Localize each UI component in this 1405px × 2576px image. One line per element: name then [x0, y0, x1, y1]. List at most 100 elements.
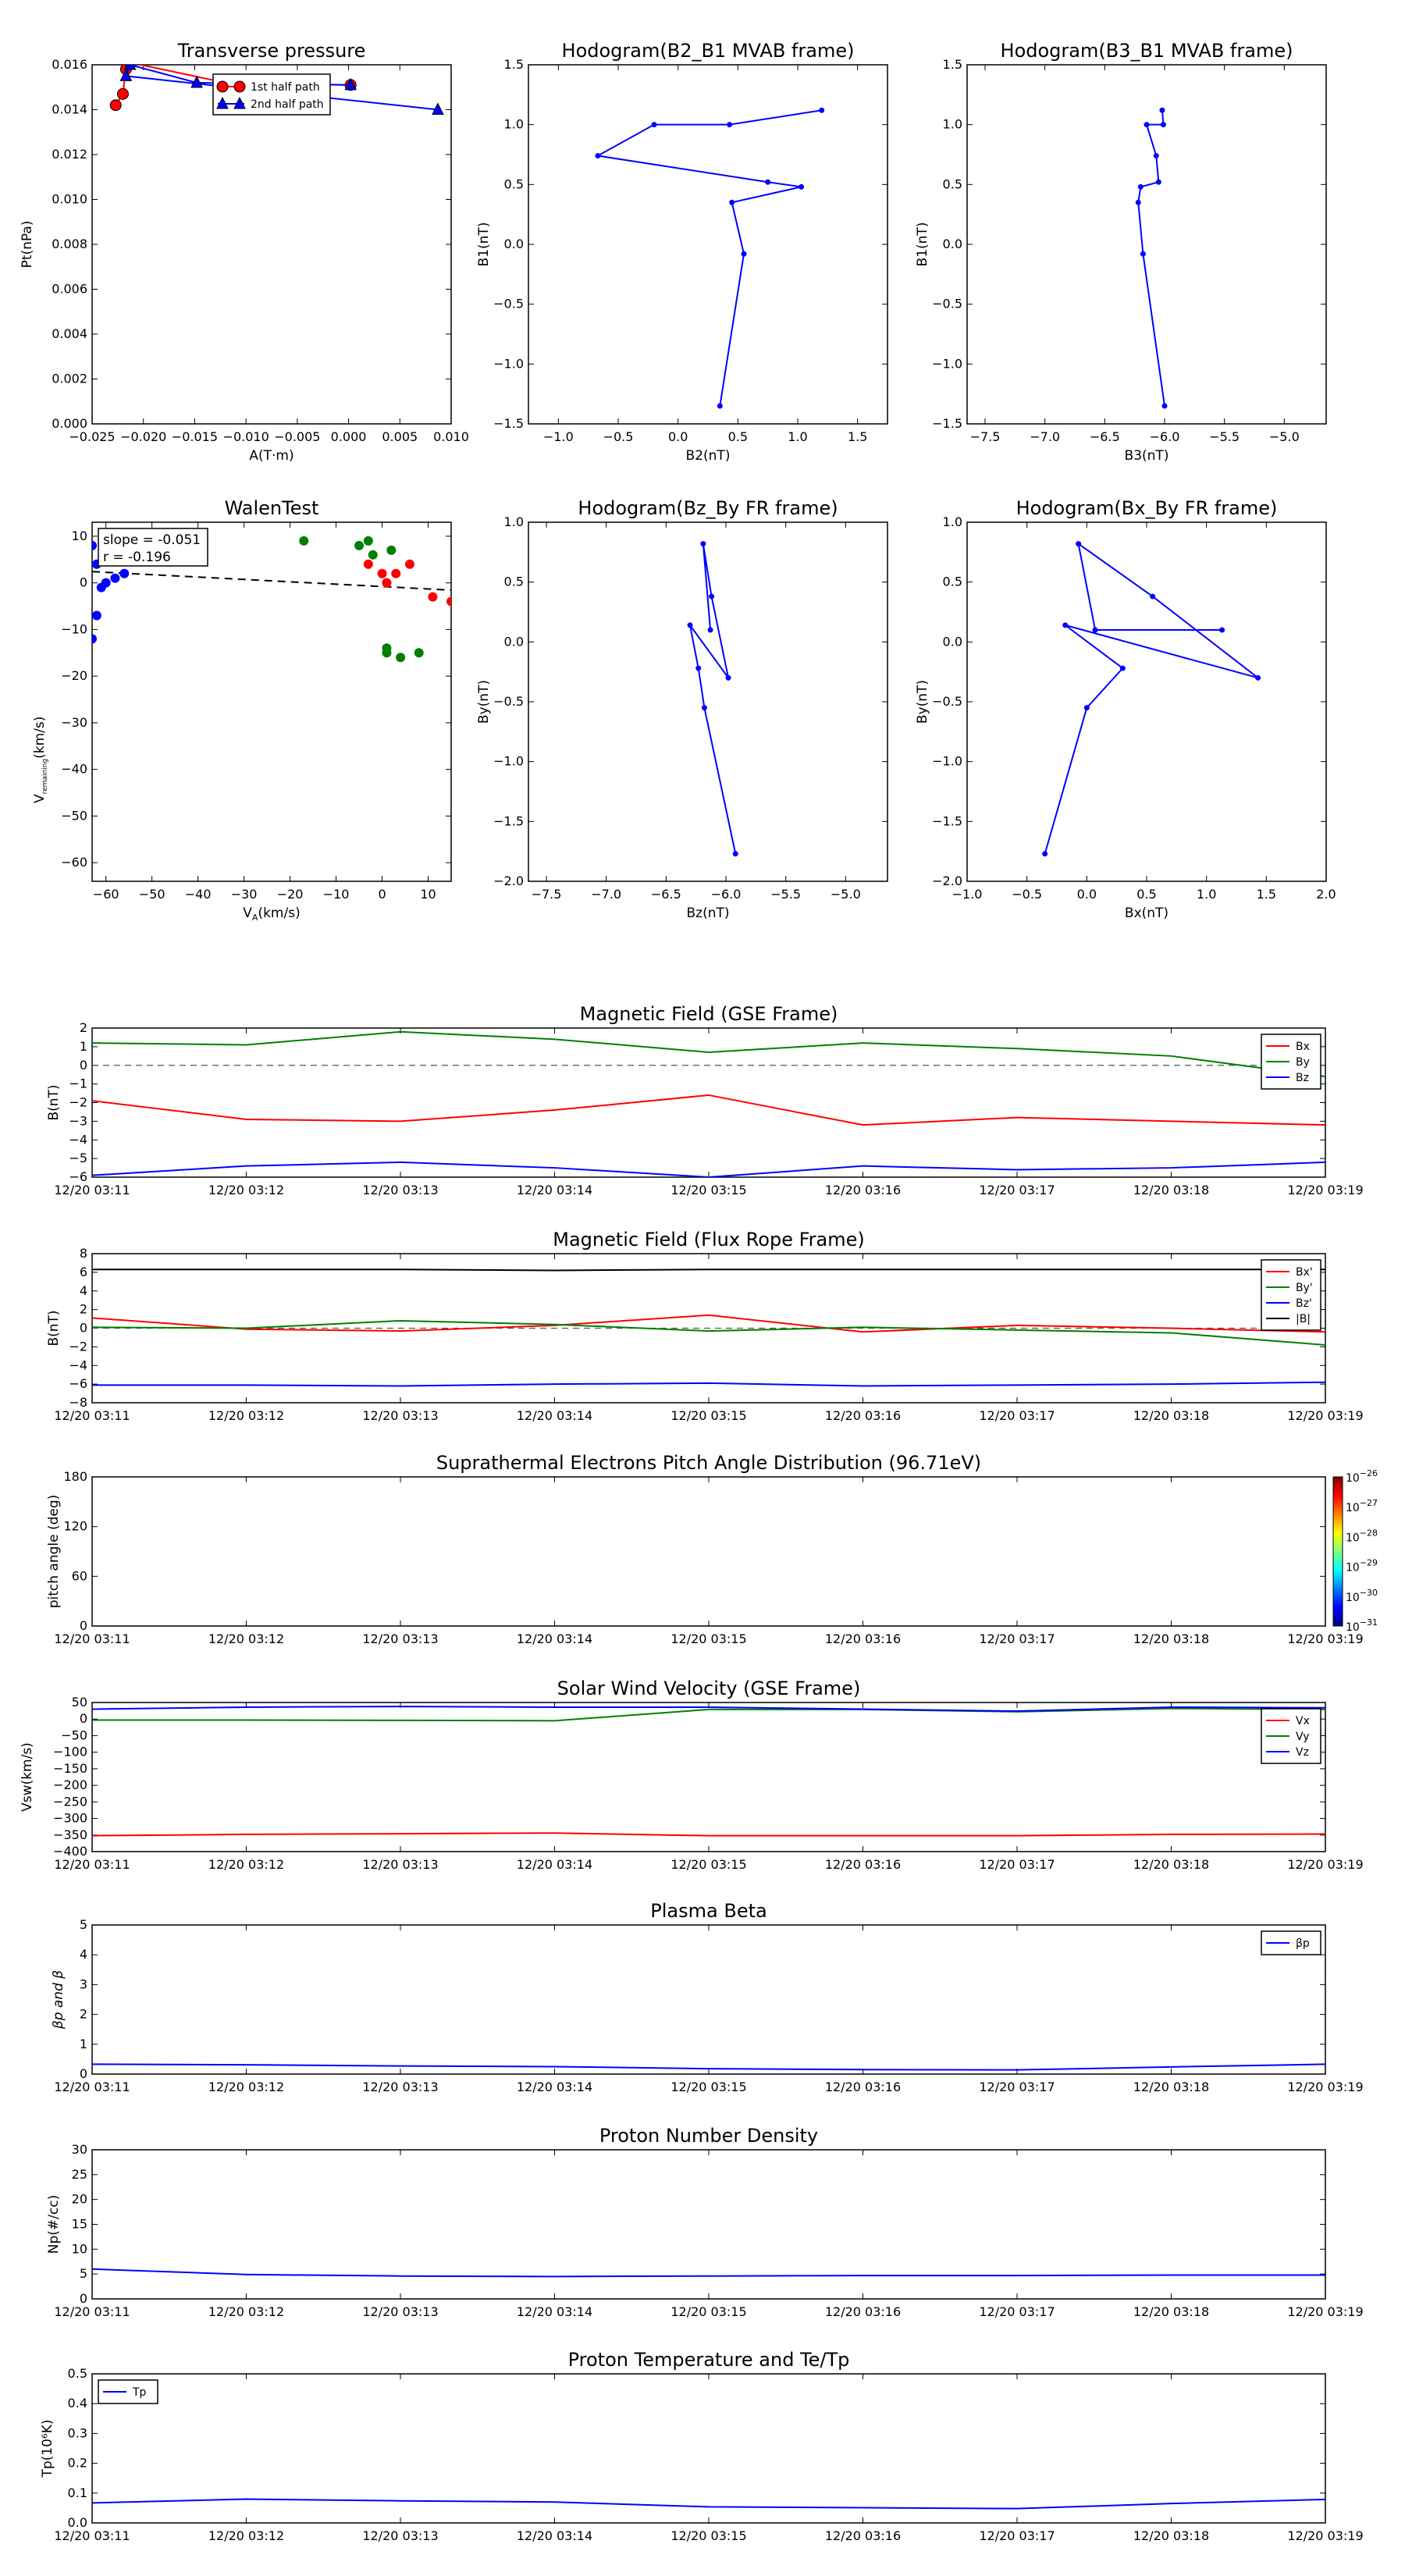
x-tick-label: 1.5: [848, 429, 867, 444]
colorbar-tick-label: 10−30: [1346, 1588, 1378, 1604]
y-tick-label: −6: [69, 1376, 87, 1391]
x-tick-label: 12/20 03:15: [670, 1631, 746, 1646]
y-tick-label: 1: [80, 1039, 87, 1054]
x-axis-label: A(T·m): [249, 448, 293, 464]
x-tick-label: −50: [139, 887, 165, 902]
data-point: [1153, 153, 1159, 159]
y-tick-label: 2: [80, 2007, 87, 2022]
x-tick-label: 12/20 03:16: [825, 2080, 901, 2094]
scatter-point-vy: [299, 535, 309, 546]
x-tick-label: 12/20 03:12: [208, 2080, 284, 2094]
y-tick-label: 4: [80, 1283, 87, 1298]
y-tick-label: −1.5: [493, 416, 524, 431]
y-tick-label: 0.5: [943, 176, 962, 191]
data-point: [1159, 107, 1165, 113]
fit-line: [92, 571, 451, 592]
data-point: [123, 65, 137, 70]
y-tick-label: −1: [69, 1076, 87, 1091]
x-tick-label: 12/20 03:13: [362, 2080, 438, 2094]
data-point: [1137, 183, 1144, 190]
x-tick-label: 1.5: [1257, 887, 1276, 902]
y-tick-label: 0.0: [943, 237, 962, 251]
scatter-point-vy: [363, 535, 373, 546]
chart-title: Hodogram(B3_B1 MVAB frame): [1001, 40, 1293, 62]
x-tick-label: 12/20 03:18: [1133, 1857, 1209, 1872]
plasma-beta-chart: Plasma Beta 12/20 03:11 12/20 03:12 12/20 0…: [51, 1900, 1364, 2094]
x-tick-label: 12/20 03:17: [979, 2528, 1055, 2543]
plot-frame: [91, 521, 452, 882]
data-point: [727, 122, 733, 128]
data-point: [701, 705, 707, 711]
legend-label: Bz: [1296, 1072, 1309, 1084]
x-tick-label: −6.0: [711, 887, 742, 902]
y-tick-label: 10: [72, 2241, 87, 2256]
data-point: [741, 251, 747, 257]
legend-label: Vy: [1296, 1731, 1310, 1743]
plot-area: [92, 1030, 1325, 1177]
x-tick-label: 0.000: [331, 429, 367, 444]
y-tick-label: 1.0: [943, 117, 962, 132]
x-tick-label: −5.0: [1269, 429, 1300, 444]
legend-label: βp: [1296, 1937, 1310, 1950]
data-point: [116, 87, 129, 100]
scatter-point-vz: [92, 540, 97, 550]
y-tick-label: 0.008: [52, 237, 87, 251]
y-tick-label: 120: [63, 1519, 87, 1534]
plot-frame: [91, 1476, 1326, 1627]
x-tick-label: 12/20 03:12: [208, 2304, 284, 2319]
colorbar-tick-base: 10: [1346, 1502, 1360, 1514]
y-tick-label: −2: [69, 1095, 87, 1110]
legend-label: Vz: [1296, 1746, 1309, 1759]
series-line-Bz': [92, 1381, 1325, 1387]
x-tick-label: 12/20 03:19: [1287, 2528, 1363, 2543]
plot-frame: [528, 64, 888, 425]
x-tick-label: 12/20 03:14: [517, 1408, 592, 1423]
y-tick-label: 0.000: [52, 416, 87, 431]
y-tick-label: −1.0: [932, 754, 962, 769]
x-axis-label-unit: (km/s): [258, 906, 300, 921]
data-point: [595, 153, 601, 159]
x-tick-label: 12/20 03:15: [670, 2304, 746, 2319]
y-tick-label: 4: [80, 1947, 87, 1962]
x-tick-label: 1.0: [788, 429, 807, 444]
y-tick-label: 0.0: [943, 634, 962, 649]
x-axis-label: Bz(nT): [686, 906, 729, 921]
y-axis-label: βp and β: [51, 1970, 66, 2030]
data-point: [1062, 622, 1069, 628]
legend-label: By': [1296, 1282, 1313, 1294]
legend-marker: [233, 80, 246, 93]
x-tick-label: 12/20 03:17: [979, 1631, 1055, 1646]
y-tick-label: −2.0: [932, 873, 962, 888]
scatter-point-vx: [391, 568, 401, 578]
x-tick-label: 12/20 03:15: [670, 2080, 746, 2094]
y-axis-label: B(nT): [46, 1084, 62, 1120]
colorbar-tick-label: 10−31: [1346, 1617, 1378, 1634]
plot-frame: [91, 1027, 1326, 1178]
x-tick-label: 12/20 03:14: [517, 1857, 592, 1872]
scatter-point-vy: [354, 540, 365, 550]
x-tick-label: 12/20 03:12: [208, 1183, 284, 1197]
colorbar: [1332, 1476, 1343, 1627]
y-tick-label: 2: [80, 1302, 87, 1317]
x-tick-label: 12/20 03:13: [362, 1631, 438, 1646]
plot-area: [92, 2268, 1325, 2278]
x-tick-label: −20: [277, 887, 304, 902]
x-tick-label: 0.0: [668, 429, 688, 444]
legend-label: Bx': [1296, 1266, 1313, 1279]
x-tick-label: 12/20 03:13: [362, 2304, 438, 2319]
data-point: [1135, 199, 1141, 205]
data-point: [1092, 627, 1098, 633]
scatter-point-vx: [428, 592, 438, 602]
x-tick-label: 0.010: [433, 429, 469, 444]
y-tick-label: −40: [61, 762, 87, 777]
x-tick-label: 12/20 03:14: [517, 1631, 592, 1646]
x-tick-label: 12/20 03:11: [54, 1631, 130, 1646]
x-tick-label: −0.020: [120, 429, 166, 444]
x-tick-label: 12/20 03:16: [825, 1631, 901, 1646]
x-tick-label: 12/20 03:12: [208, 2528, 284, 2543]
data-point: [1150, 593, 1156, 600]
y-tick-label: 0.0: [504, 634, 524, 649]
data-point: [1083, 705, 1090, 711]
y-tick-label: 0.5: [504, 176, 524, 191]
y-tick-label: −2.0: [493, 873, 524, 888]
